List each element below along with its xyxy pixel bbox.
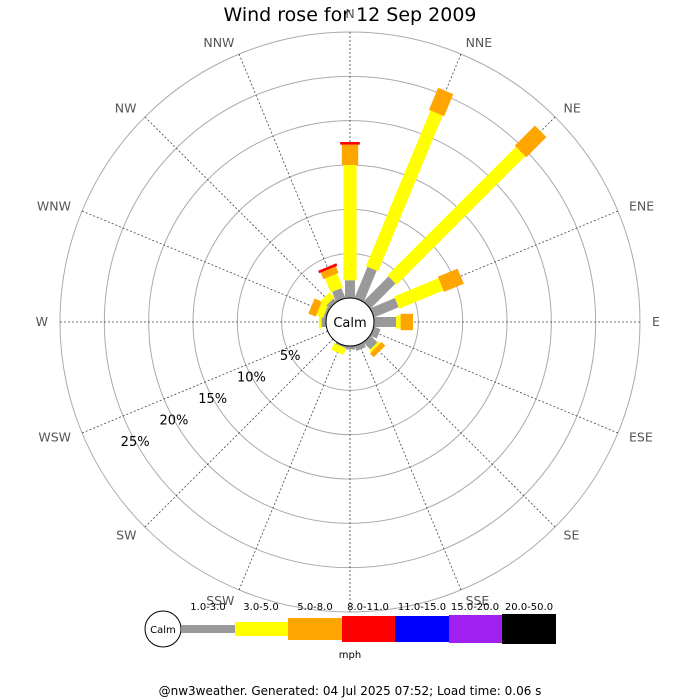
bar-segment-ese	[370, 326, 381, 339]
legend-swatch	[502, 614, 556, 644]
direction-label-n: N	[345, 6, 354, 21]
legend-swatch	[288, 618, 342, 640]
bar-segment-nnw	[318, 263, 338, 274]
direction-label-ene: ENE	[629, 198, 654, 213]
bar-segment-nw	[320, 292, 335, 307]
direction-label-e: E	[652, 314, 660, 329]
bar-segment-nne	[354, 266, 377, 302]
legend-bin-label: 5.0-8.0	[297, 602, 332, 613]
direction-label-nnw: NNW	[203, 35, 234, 50]
calm-circle	[325, 297, 375, 347]
direction-label-wsw: WSW	[38, 430, 71, 445]
bar-segment-se	[369, 341, 381, 353]
grid-spoke	[358, 344, 462, 591]
grid-spoke	[238, 344, 342, 591]
legend-bin-label: 11.0-15.0	[398, 602, 446, 613]
legend-bin-label: 3.0-5.0	[243, 602, 278, 613]
direction-label-nne: NNE	[466, 35, 493, 50]
chart-title: Wind rose for 12 Sep 2009	[223, 4, 477, 26]
bar-segment-wnw	[316, 302, 328, 318]
legend-unit-label: mph	[339, 650, 361, 661]
bar-segment-nnw	[320, 266, 339, 280]
grid-spoke	[81, 210, 328, 314]
legend-swatch	[342, 616, 395, 642]
bar-segment-wnw	[308, 298, 322, 317]
bar-segment-ssw	[331, 343, 347, 355]
bar-segment-nne	[365, 110, 443, 272]
bar-segment-ne	[387, 146, 526, 285]
direction-label-w: W	[36, 314, 48, 329]
footer-text: @nw3weather. Generated: 04 Jul 2025 07:5…	[158, 684, 542, 698]
grid-spoke	[144, 116, 334, 306]
bar-segment-se	[369, 341, 386, 358]
legend-calm-label: Calm	[150, 625, 176, 636]
bar-segment-ene	[370, 298, 399, 318]
radial-tick-label: 20%	[159, 414, 188, 429]
radial-tick-label: 15%	[198, 392, 227, 407]
bar-segment-ne	[363, 276, 396, 309]
direction-label-sse: SSE	[466, 593, 490, 608]
grid-spoke	[81, 330, 328, 434]
direction-label-wnw: WNW	[37, 198, 71, 213]
bar-segment-se	[363, 335, 378, 350]
legend-bin-label: 20.0-50.0	[505, 602, 553, 613]
radial-tick-label: 25%	[121, 435, 150, 450]
bar-segment-sse	[354, 342, 366, 352]
legend-swatch	[235, 622, 288, 636]
bar-segment-nw	[326, 298, 337, 309]
legend-bin-label: 1.0-3.0	[190, 602, 225, 613]
grid-spoke	[144, 338, 334, 528]
legend-swatch	[449, 615, 502, 643]
direction-label-ne: NE	[564, 100, 581, 115]
direction-label-nw: NW	[115, 100, 137, 115]
bar-segment-ene	[437, 268, 464, 292]
legend-bin-label: 15.0-20.0	[451, 602, 499, 613]
direction-label-ssw: SSW	[206, 593, 234, 608]
radial-tick-label: 5%	[280, 349, 301, 364]
grid-spoke	[372, 330, 619, 434]
grid-spoke	[238, 53, 342, 300]
grid-spoke	[366, 338, 556, 528]
direction-label-se: SE	[564, 528, 580, 543]
radial-tick-label: 10%	[237, 371, 266, 386]
bar-segment-ene	[394, 278, 444, 309]
bar-segment-nne	[428, 87, 454, 117]
calm-label: Calm	[333, 316, 366, 331]
bar-segment-ne	[514, 125, 547, 158]
legend-swatch	[181, 625, 235, 633]
legend-bin-label: 8.0-11.0	[347, 602, 389, 613]
bar-segment-nnw	[332, 288, 346, 302]
direction-label-ese: ESE	[629, 430, 653, 445]
direction-label-sw: SW	[116, 528, 136, 543]
legend-swatch	[395, 616, 449, 642]
bar-segment-nnw	[324, 273, 343, 293]
